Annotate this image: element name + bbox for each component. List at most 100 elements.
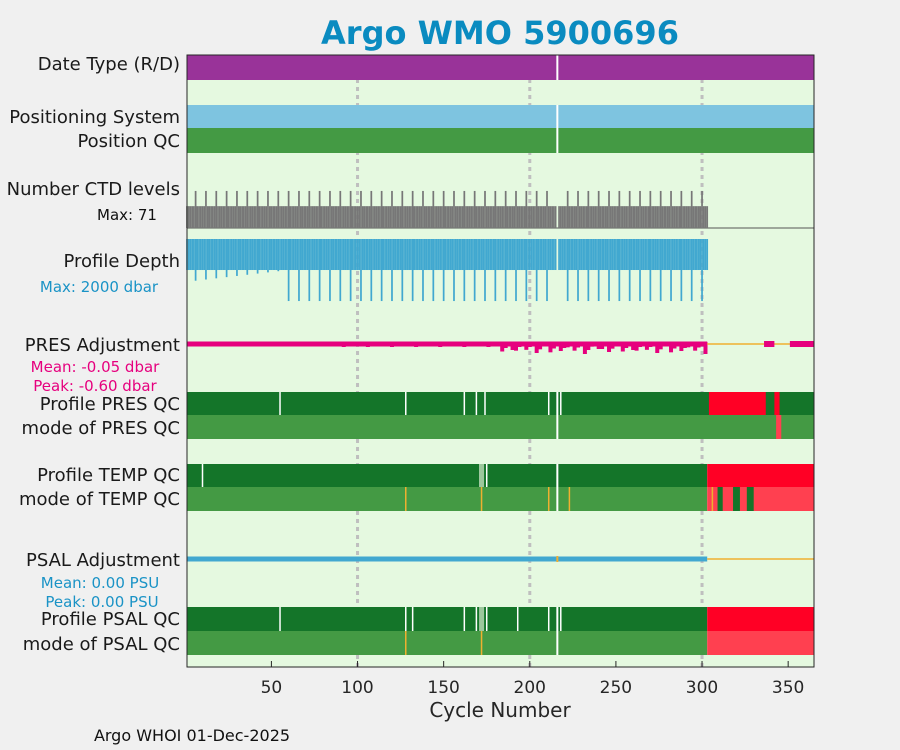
- ctd-level-bar: [518, 206, 521, 228]
- ctd-level-bar: [613, 206, 616, 228]
- ctd-level-bar: [244, 206, 247, 228]
- psal_mode-probable-tick-172: [480, 631, 483, 655]
- profile-depth-bar: [460, 239, 462, 271]
- profile-depth-bar: [384, 239, 386, 271]
- profile-depth-bar: [508, 239, 510, 271]
- ctd-level-bar: [540, 206, 543, 228]
- label-profile-pres-qc: Profile PRES QC: [40, 394, 180, 415]
- ctd-level-bar: [461, 206, 464, 228]
- profile-depth-bar: [623, 239, 626, 271]
- ctd-level-bar: [515, 190, 517, 228]
- ctd-level-bar: [418, 206, 421, 228]
- profile-depth-bar: [592, 239, 595, 271]
- profile-depth-bar: [430, 239, 433, 271]
- profile-depth-bar: [596, 239, 598, 271]
- ctd-level-bar: [437, 206, 440, 228]
- profile-depth-bar: [706, 239, 709, 271]
- ctd-level-bar: [608, 190, 610, 228]
- pres-adjustment-point: [493, 342, 498, 346]
- x-axis-ticks: 50 100 150 200 250 300 350: [261, 661, 804, 698]
- footer-credit: Argo WHOI 01-Dec-2025: [94, 726, 290, 745]
- ctd-level-bar: [318, 190, 321, 228]
- ctd-level-bar: [301, 206, 304, 228]
- profile-depth-bar: [191, 239, 194, 271]
- profile-depth-bar: [654, 239, 657, 271]
- profile-depth-bar: [227, 239, 230, 271]
- profile-depth-bar: [453, 239, 455, 302]
- pres-adjustment-point: [472, 342, 477, 344]
- positioning-gap-tick: [556, 105, 559, 128]
- ctd-level-bar: [193, 206, 195, 228]
- psal_qc-flag-tick-193: [516, 607, 519, 631]
- ctd-level-bar: [460, 206, 462, 228]
- ctd-level-bar: [399, 206, 402, 228]
- psal_qc-gap-tick: [556, 607, 559, 631]
- pres-adjustment-point: [496, 342, 501, 344]
- profile-depth-bar: [509, 239, 512, 271]
- pres_qc-flag-tick-128: [405, 392, 407, 415]
- x-axis-label: Cycle Number: [429, 698, 571, 722]
- profile-depth-bar: [201, 239, 204, 271]
- profile-depth-bar: [601, 239, 603, 271]
- profile-depth-bar: [372, 239, 374, 271]
- pres-adjustment-point: [334, 342, 339, 346]
- ctd-level-bar: [275, 206, 278, 228]
- profile-depth-bar: [487, 239, 490, 271]
- profile-depth-bar: [456, 239, 459, 271]
- ctd-level-bar: [382, 206, 385, 228]
- profile-depth-bar: [697, 239, 700, 271]
- profile-depth-bar: [354, 239, 357, 271]
- profile-depth-bar: [540, 239, 543, 271]
- pres-adjustment-point: [579, 342, 584, 345]
- profile-depth-bar: [692, 239, 695, 271]
- ctd-level-bar: [559, 206, 562, 228]
- label-ctd-levels: Number CTD levels: [7, 179, 180, 200]
- ctd-level-bar: [427, 206, 430, 228]
- profile-depth-bar: [329, 239, 331, 302]
- profile-depth-bar: [273, 239, 276, 271]
- ctd-level-bar: [313, 206, 316, 228]
- profile-depth-bar: [193, 239, 195, 271]
- profile-depth-bar: [484, 239, 486, 302]
- ctd-level-bar: [208, 206, 211, 228]
- pres-adjustment-point: [427, 342, 432, 347]
- profile-depth-bar: [625, 239, 628, 271]
- profile-depth-bar: [475, 239, 478, 271]
- ctd-level-bar: [535, 190, 538, 228]
- ctd-level-bar: [587, 190, 590, 228]
- ctd-level-bar: [637, 206, 640, 228]
- profile-depth-bar: [398, 239, 400, 271]
- profile-depth-bar: [263, 239, 266, 271]
- ctd-level-bar: [218, 206, 221, 228]
- profile-depth-bar: [217, 239, 219, 271]
- ctd-level-bar: [286, 206, 288, 228]
- ctd-level-bar: [265, 206, 268, 228]
- profile-depth-bar: [678, 239, 681, 271]
- x-tick-label-150: 150: [427, 678, 459, 698]
- profile-depth-bar: [408, 239, 411, 271]
- ctd-level-bar: [368, 206, 371, 228]
- ctd-level-bar: [496, 206, 498, 228]
- label-date-type: Date Type (R/D): [38, 54, 180, 75]
- profile-depth-bar: [539, 239, 541, 271]
- pres-adjustment-point: [596, 342, 601, 349]
- profile-depth-bar: [473, 239, 476, 302]
- profile-depth-bar: [279, 239, 281, 271]
- ctd-level-bar: [299, 206, 302, 228]
- temp_qc-probable-band: [479, 464, 485, 487]
- profile-depth-bar: [620, 239, 622, 271]
- pres-adjustment-point: [593, 342, 598, 344]
- profile-depth-bar: [420, 239, 423, 271]
- ctd-level-bar: [602, 206, 605, 228]
- ctd-level-bar: [344, 206, 347, 228]
- profile-depth-bar: [628, 239, 631, 302]
- profile-depth-bar: [482, 239, 485, 271]
- profile-depth-bar: [391, 239, 393, 302]
- ctd-level-bar: [692, 206, 695, 228]
- pres-adjustment-point: [331, 342, 336, 347]
- ctd-level-bar: [511, 206, 514, 228]
- pres-adjustment-point: [648, 342, 653, 347]
- profile-depth-bar: [685, 239, 688, 271]
- ctd-level-bar: [530, 206, 533, 228]
- pres-adjustment-point: [627, 342, 632, 346]
